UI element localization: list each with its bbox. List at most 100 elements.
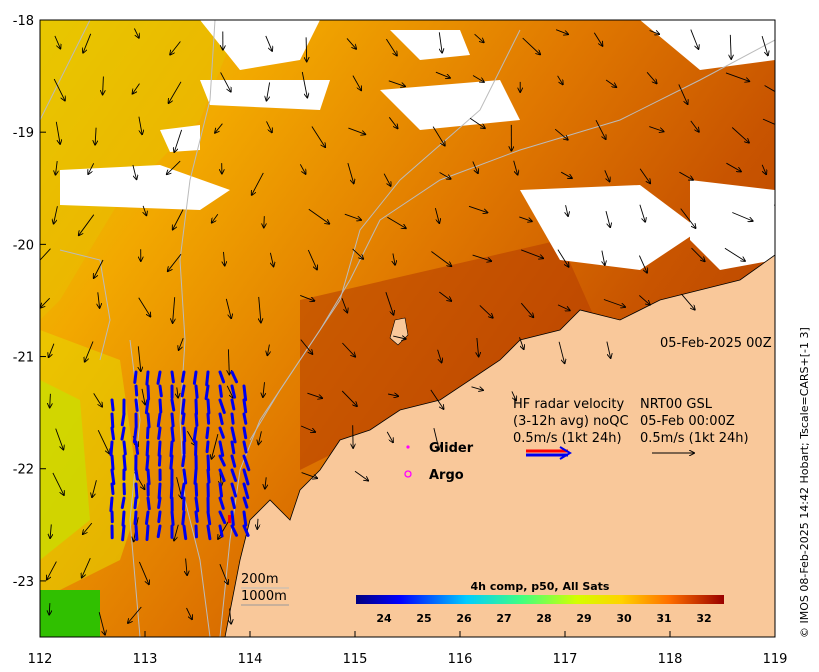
current-arrow xyxy=(40,248,51,261)
current-arrow xyxy=(54,35,61,49)
current-arrow xyxy=(690,29,699,49)
radar-vector xyxy=(218,384,223,398)
radar-vector xyxy=(230,440,236,455)
colorbar-tick-label: 25 xyxy=(416,612,431,625)
current-arrow xyxy=(259,296,261,323)
glider-marker xyxy=(406,445,410,449)
hf-radar-line1: HF radar velocity xyxy=(513,397,625,412)
current-arrow xyxy=(95,127,96,145)
current-arrow xyxy=(143,205,146,216)
colorbar-tick-label: 29 xyxy=(576,612,591,625)
current-arrow xyxy=(352,75,361,91)
current-arrow xyxy=(174,524,179,541)
radar-vector xyxy=(218,440,225,457)
radar-vector xyxy=(230,384,237,399)
radar-vector xyxy=(218,426,225,439)
map-field xyxy=(40,20,785,637)
colorbar-tick-label: 27 xyxy=(496,612,511,625)
current-arrow xyxy=(603,299,625,308)
y-tick-label: -18 xyxy=(13,14,34,29)
radar-vector xyxy=(110,454,115,471)
current-arrow xyxy=(730,34,731,59)
current-arrow xyxy=(439,291,451,301)
radar-vector xyxy=(145,454,150,471)
radar-vector xyxy=(230,468,238,482)
radar-vector xyxy=(218,510,227,525)
current-arrow xyxy=(55,121,60,144)
radar-vector xyxy=(146,468,151,486)
current-arrow xyxy=(138,297,151,317)
argo-label: Argo xyxy=(429,468,464,483)
radar-vector xyxy=(206,524,212,541)
depth-1000m-label: 1000m xyxy=(241,589,287,604)
current-arrow xyxy=(263,382,265,397)
current-arrow xyxy=(141,388,145,405)
current-arrow xyxy=(472,161,478,174)
current-arrow xyxy=(220,72,231,91)
current-arrow xyxy=(138,561,149,584)
current-arrow xyxy=(168,253,182,271)
radar-vector xyxy=(180,482,186,498)
radar-vector xyxy=(156,370,162,385)
current-arrow xyxy=(52,472,64,495)
hf-radar-vectors xyxy=(109,370,251,542)
current-arrow xyxy=(593,32,602,46)
model-current-arrows xyxy=(40,28,785,635)
x-tick-label: 117 xyxy=(553,652,578,667)
current-arrow xyxy=(225,298,231,318)
current-arrow xyxy=(85,341,94,362)
current-arrow xyxy=(732,212,752,222)
radar-vector xyxy=(170,370,175,384)
current-arrow xyxy=(92,480,97,497)
radar-vector xyxy=(156,412,162,428)
current-arrow xyxy=(432,126,445,146)
radar-vector xyxy=(134,398,139,412)
current-arrow xyxy=(252,172,264,195)
nrt-line3: 0.5m/s (1kt 24h) xyxy=(640,431,749,446)
current-arrow xyxy=(776,253,785,276)
radar-vector xyxy=(146,384,151,401)
current-arrow xyxy=(49,343,55,358)
radar-vector xyxy=(156,524,162,539)
radar-vector xyxy=(120,412,126,427)
current-arrow xyxy=(554,128,568,140)
current-arrow xyxy=(386,431,393,442)
radar-vector xyxy=(169,454,174,470)
current-arrow xyxy=(595,119,606,139)
radar-vector xyxy=(192,426,198,443)
radar-vector xyxy=(170,510,175,526)
radar-vector xyxy=(218,398,226,414)
current-arrow xyxy=(50,524,51,538)
current-arrow xyxy=(430,389,444,409)
radar-vector xyxy=(180,370,186,383)
current-arrow xyxy=(300,339,313,354)
current-arrow xyxy=(474,33,484,42)
radar-vector xyxy=(145,440,150,457)
current-arrow xyxy=(56,161,58,175)
hf-radar-line2: (3-12h avg) noQC xyxy=(513,414,629,429)
current-arrow xyxy=(257,518,258,529)
current-arrow xyxy=(468,205,487,212)
radar-vector xyxy=(110,468,116,486)
current-arrow xyxy=(88,163,95,174)
current-arrow xyxy=(50,393,51,408)
current-arrow xyxy=(439,172,451,179)
radar-vector xyxy=(218,496,225,510)
current-arrow xyxy=(681,293,695,310)
current-arrow xyxy=(94,259,104,278)
current-arrow xyxy=(764,85,775,93)
current-arrow xyxy=(132,164,137,179)
radar-vector xyxy=(170,426,175,442)
current-arrow xyxy=(83,522,93,534)
radar-vector xyxy=(205,440,210,454)
current-arrow xyxy=(307,249,317,270)
radar-vector xyxy=(242,398,248,414)
radar-vector xyxy=(194,510,199,523)
radar-vector xyxy=(242,482,250,500)
current-arrow xyxy=(265,35,272,51)
radar-vector xyxy=(133,510,138,526)
current-arrow xyxy=(267,344,269,356)
current-arrow xyxy=(385,292,394,315)
radar-vector xyxy=(157,440,162,457)
current-arrow xyxy=(173,209,184,230)
